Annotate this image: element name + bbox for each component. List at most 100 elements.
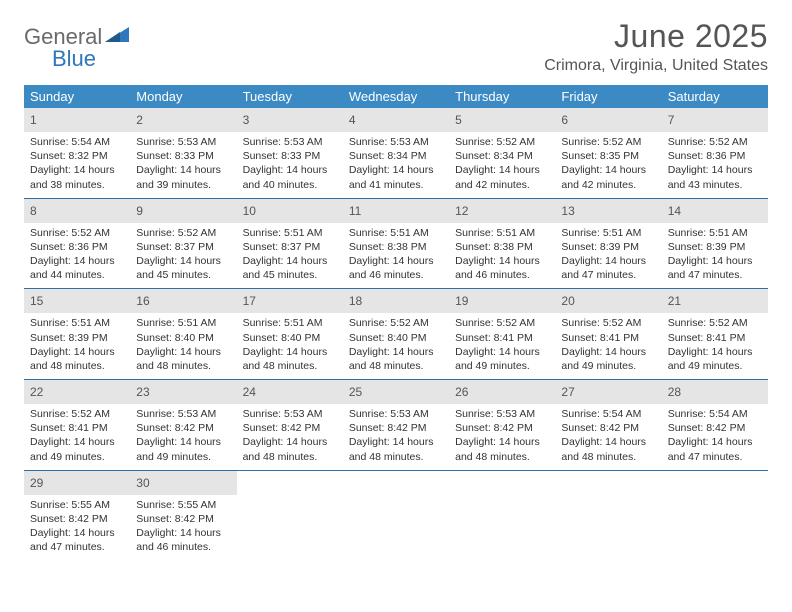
sunset-line: Sunset: 8:41 PM (668, 331, 762, 345)
sunset-line: Sunset: 8:34 PM (455, 149, 549, 163)
sunset-line: Sunset: 8:39 PM (668, 240, 762, 254)
day-body: Sunrise: 5:52 AMSunset: 8:41 PMDaylight:… (24, 404, 130, 470)
daylight-line: Daylight: 14 hours (136, 435, 230, 449)
day-number: 21 (668, 294, 681, 308)
daynum-bar: 14 (662, 199, 768, 223)
sunset-line: Sunset: 8:37 PM (243, 240, 337, 254)
dow-monday: Monday (130, 85, 236, 108)
daylight-line: Daylight: 14 hours (349, 254, 443, 268)
daylight-line: Daylight: 14 hours (30, 163, 124, 177)
day-body: Sunrise: 5:52 AMSunset: 8:37 PMDaylight:… (130, 223, 236, 289)
daylight-line: Daylight: 14 hours (136, 345, 230, 359)
sunset-line: Sunset: 8:33 PM (136, 149, 230, 163)
daynum-bar: 19 (449, 289, 555, 313)
daylight-line: Daylight: 14 hours (30, 254, 124, 268)
daylight-line: Daylight: 14 hours (455, 254, 549, 268)
day-cell: 3Sunrise: 5:53 AMSunset: 8:33 PMDaylight… (237, 108, 343, 198)
day-body: Sunrise: 5:51 AMSunset: 8:38 PMDaylight:… (449, 223, 555, 289)
day-cell: 4 Sunrise: 5:53 AMSunset: 8:34 PMDaylight… (343, 108, 449, 198)
daylight-line: Daylight: 14 hours (136, 163, 230, 177)
brand-part2: Blue (52, 46, 96, 72)
sunrise-line: Sunrise: 5:53 AM (349, 135, 443, 149)
daylight-line: Daylight: 14 hours (668, 254, 762, 268)
day-number: 4 (349, 113, 356, 127)
day-body: Sunrise: 5:51 AMSunset: 8:38 PMDaylight:… (343, 223, 449, 289)
daylight-line: and 47 minutes. (561, 268, 655, 282)
day-cell: 20Sunrise: 5:52 AMSunset: 8:41 PMDayligh… (555, 289, 661, 379)
daynum-bar: 3 (237, 108, 343, 132)
sunrise-line: Sunrise: 5:52 AM (561, 135, 655, 149)
daylight-line: Daylight: 14 hours (30, 526, 124, 540)
day-number: 12 (455, 204, 468, 218)
daynum-bar: 4 (343, 108, 449, 132)
sunset-line: Sunset: 8:33 PM (243, 149, 337, 163)
daylight-line: and 48 minutes. (455, 450, 549, 464)
day-body: Sunrise: 5:52 AMSunset: 8:41 PMDaylight:… (449, 313, 555, 379)
day-cell: 7Sunrise: 5:52 AMSunset: 8:36 PMDaylight… (662, 108, 768, 198)
sunset-line: Sunset: 8:39 PM (561, 240, 655, 254)
location-subtitle: Crimora, Virginia, United States (544, 57, 768, 75)
daynum-bar: 9 (130, 199, 236, 223)
sunset-line: Sunset: 8:35 PM (561, 149, 655, 163)
week-row: 22Sunrise: 5:52 AMSunset: 8:41 PMDayligh… (24, 380, 768, 471)
daylight-line: Daylight: 14 hours (668, 435, 762, 449)
day-number: 6 (561, 113, 568, 127)
daylight-line: and 44 minutes. (30, 268, 124, 282)
day-body: Sunrise: 5:52 AMSunset: 8:41 PMDaylight:… (662, 313, 768, 379)
sunrise-line: Sunrise: 5:52 AM (30, 407, 124, 421)
day-cell: 27Sunrise: 5:54 AMSunset: 8:42 PMDayligh… (555, 380, 661, 470)
daynum-bar: 12 (449, 199, 555, 223)
day-cell: 29Sunrise: 5:55 AMSunset: 8:42 PMDayligh… (24, 471, 130, 561)
day-number: 1 (30, 113, 37, 127)
day-number: 28 (668, 385, 681, 399)
daylight-line: and 48 minutes. (349, 359, 443, 373)
month-title: June 2025 (544, 18, 768, 55)
dow-sunday: Sunday (24, 85, 130, 108)
dow-wednesday: Wednesday (343, 85, 449, 108)
sunrise-line: Sunrise: 5:52 AM (455, 135, 549, 149)
sunrise-line: Sunrise: 5:51 AM (668, 226, 762, 240)
sunrise-line: Sunrise: 5:51 AM (561, 226, 655, 240)
week-row: 15Sunrise: 5:51 AMSunset: 8:39 PMDayligh… (24, 289, 768, 380)
sunrise-line: Sunrise: 5:52 AM (136, 226, 230, 240)
daylight-line: and 45 minutes. (243, 268, 337, 282)
day-number: 16 (136, 294, 149, 308)
day-body: Sunrise: 5:52 AMSunset: 8:35 PMDaylight:… (555, 132, 661, 198)
daylight-line: and 42 minutes. (561, 178, 655, 192)
day-body: Sunrise: 5:55 AMSunset: 8:42 PMDaylight:… (130, 495, 236, 561)
sunset-line: Sunset: 8:34 PM (349, 149, 443, 163)
daylight-line: and 49 minutes. (136, 450, 230, 464)
daylight-line: and 48 minutes. (136, 359, 230, 373)
daylight-line: and 48 minutes. (243, 359, 337, 373)
sunset-line: Sunset: 8:41 PM (561, 331, 655, 345)
day-number: 9 (136, 204, 143, 218)
calendar-page: GeneralBlue June 2025 Crimora, Virginia,… (0, 0, 792, 560)
sunset-line: Sunset: 8:42 PM (30, 512, 124, 526)
dow-thursday: Thursday (449, 85, 555, 108)
daylight-line: Daylight: 14 hours (668, 163, 762, 177)
sunrise-line: Sunrise: 5:52 AM (668, 135, 762, 149)
day-body: Sunrise: 5:53 AMSunset: 8:34 PMDaylight:… (343, 132, 449, 198)
day-cell: 24Sunrise: 5:53 AMSunset: 8:42 PMDayligh… (237, 380, 343, 470)
daylight-line: Daylight: 14 hours (455, 345, 549, 359)
daynum-bar: 23 (130, 380, 236, 404)
day-body: Sunrise: 5:54 AMSunset: 8:32 PMDaylight:… (24, 132, 130, 198)
sunrise-line: Sunrise: 5:52 AM (455, 316, 549, 330)
day-cell (555, 471, 661, 561)
daynum-bar: 25 (343, 380, 449, 404)
sunset-line: Sunset: 8:42 PM (243, 421, 337, 435)
daylight-line: and 48 minutes. (243, 450, 337, 464)
daylight-line: and 48 minutes. (561, 450, 655, 464)
sunset-line: Sunset: 8:42 PM (349, 421, 443, 435)
sunrise-line: Sunrise: 5:53 AM (455, 407, 549, 421)
day-number: 20 (561, 294, 574, 308)
day-number: 8 (30, 204, 37, 218)
daylight-line: and 41 minutes. (349, 178, 443, 192)
daylight-line: Daylight: 14 hours (668, 345, 762, 359)
daylight-line: and 49 minutes. (561, 359, 655, 373)
day-cell (449, 471, 555, 561)
daynum-bar: 22 (24, 380, 130, 404)
daynum-bar: 2 (130, 108, 236, 132)
daynum-bar: 1 (24, 108, 130, 132)
day-cell: 30Sunrise: 5:55 AMSunset: 8:42 PMDayligh… (130, 471, 236, 561)
